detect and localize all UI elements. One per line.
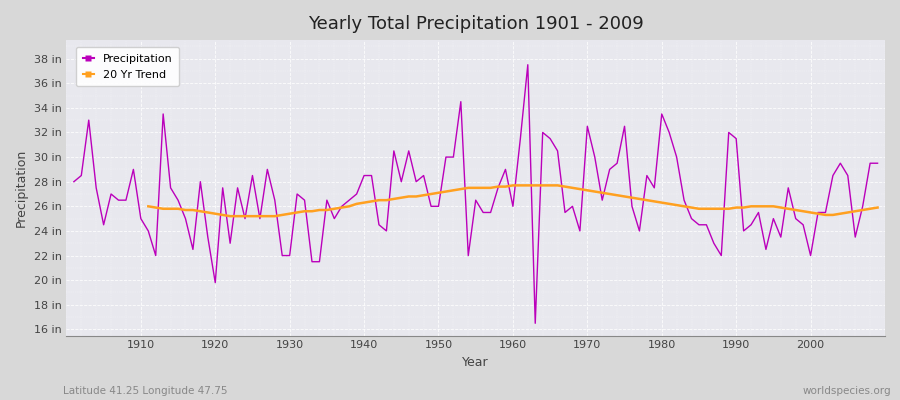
Text: worldspecies.org: worldspecies.org	[803, 386, 891, 396]
Legend: Precipitation, 20 Yr Trend: Precipitation, 20 Yr Trend	[76, 47, 179, 86]
Title: Yearly Total Precipitation 1901 - 2009: Yearly Total Precipitation 1901 - 2009	[308, 15, 644, 33]
X-axis label: Year: Year	[463, 356, 489, 369]
Y-axis label: Precipitation: Precipitation	[15, 149, 28, 227]
Text: Latitude 41.25 Longitude 47.75: Latitude 41.25 Longitude 47.75	[63, 386, 228, 396]
